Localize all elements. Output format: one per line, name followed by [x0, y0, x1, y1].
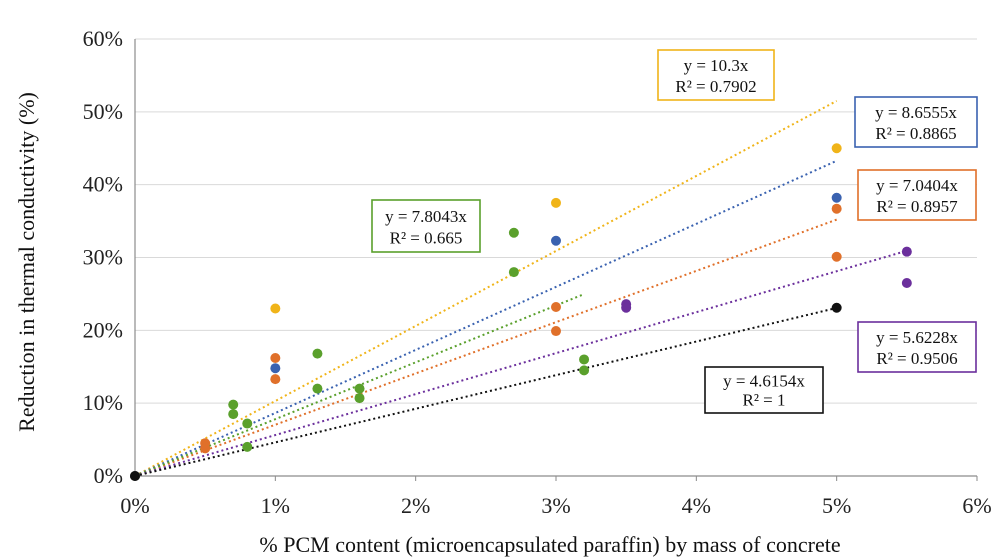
data-point [354, 393, 365, 404]
x-tick-label: 6% [962, 493, 991, 518]
y-tick-label: 20% [83, 317, 123, 342]
y-tick-label: 50% [83, 99, 123, 124]
trendline [134, 159, 838, 477]
x-axis-label: % PCM content (microencapsulated paraffi… [259, 532, 840, 557]
axes: 0% 10% 20% 30% 40% 50% 60% 0% 1% 2% 3% 4% 5% 6% [83, 26, 992, 518]
data-point [228, 409, 239, 420]
trend-equation-box: y = 7.8043x R² = 0.665 [371, 199, 481, 253]
data-point [228, 399, 239, 410]
data-point [312, 383, 323, 394]
x-tick-label: 2% [401, 493, 430, 518]
equation-boxes: y = 10.3x R² = 0.7902 y = 8.6555x R² = 0.88… [371, 49, 978, 414]
trend-equation: y = 4.6154x [723, 371, 805, 390]
data-point [270, 353, 281, 364]
equation-box-border [371, 199, 481, 253]
data-point [831, 302, 842, 313]
trendline [134, 218, 838, 477]
y-axis-label: Reduction in thermal conductivity (%) [14, 92, 39, 432]
data-point [312, 348, 323, 359]
equation-box-border [657, 49, 775, 101]
trend-r-squared: R² = 0.7902 [675, 77, 756, 96]
x-tick-label: 1% [261, 493, 290, 518]
trend-r-squared: R² = 0.665 [390, 229, 463, 248]
trendline [134, 100, 838, 477]
data-point [831, 143, 842, 154]
trend-r-squared: R² = 0.9506 [876, 349, 957, 368]
equation-box-border [857, 169, 977, 221]
x-tick-label: 0% [120, 493, 149, 518]
y-tick-label: 60% [83, 26, 123, 51]
data-point [831, 192, 842, 203]
y-tick-label: 10% [83, 390, 123, 415]
data-point [130, 471, 140, 481]
data-point [508, 227, 519, 238]
data-point [621, 302, 632, 313]
y-tick-label: 0% [94, 463, 123, 488]
data-point [551, 197, 561, 208]
data-point [354, 383, 365, 394]
data-points [130, 143, 912, 481]
equation-box-border [854, 96, 978, 148]
trend-r-squared: R² = 1 [742, 391, 785, 410]
trendline [134, 293, 585, 477]
data-point [551, 326, 561, 337]
y-tick-label: 30% [83, 245, 123, 270]
trend-equation: y = 7.8043x [385, 207, 467, 226]
data-point [579, 365, 590, 376]
data-point [901, 277, 912, 288]
data-point [551, 235, 561, 246]
equation-box-border [857, 321, 977, 373]
trend-equation-box: y = 10.3x R² = 0.7902 [657, 49, 775, 101]
data-point [242, 441, 253, 452]
gridlines [135, 38, 977, 404]
trendline [134, 249, 908, 477]
trendlines [134, 100, 908, 477]
data-point [831, 203, 842, 214]
equation-box-border [704, 366, 824, 414]
data-point [270, 303, 281, 314]
x-tick-label: 5% [822, 493, 851, 518]
data-point [579, 354, 590, 365]
x-tick-label: 4% [682, 493, 711, 518]
trend-equation: y = 8.6555x [875, 103, 957, 122]
data-point [901, 246, 912, 257]
trend-equation-box: y = 8.6555x R² = 0.8865 [854, 96, 978, 148]
x-tick-label: 3% [541, 493, 570, 518]
trend-r-squared: R² = 0.8865 [875, 124, 956, 143]
y-tick-label: 40% [83, 172, 123, 197]
data-point [551, 302, 561, 313]
data-point [831, 251, 842, 262]
trend-r-squared: R² = 0.8957 [876, 197, 958, 216]
trend-equation-box: y = 5.6228x R² = 0.9506 [857, 321, 977, 373]
data-point [270, 374, 281, 385]
trend-equation: y = 5.6228x [876, 328, 958, 347]
trend-equation-box: y = 7.0404x R² = 0.8957 [857, 169, 977, 221]
trend-equation: y = 10.3x [684, 56, 749, 75]
data-point [508, 267, 519, 278]
trend-equation: y = 7.0404x [876, 176, 958, 195]
data-point [270, 363, 281, 374]
data-point [242, 418, 253, 429]
data-point [200, 443, 211, 454]
